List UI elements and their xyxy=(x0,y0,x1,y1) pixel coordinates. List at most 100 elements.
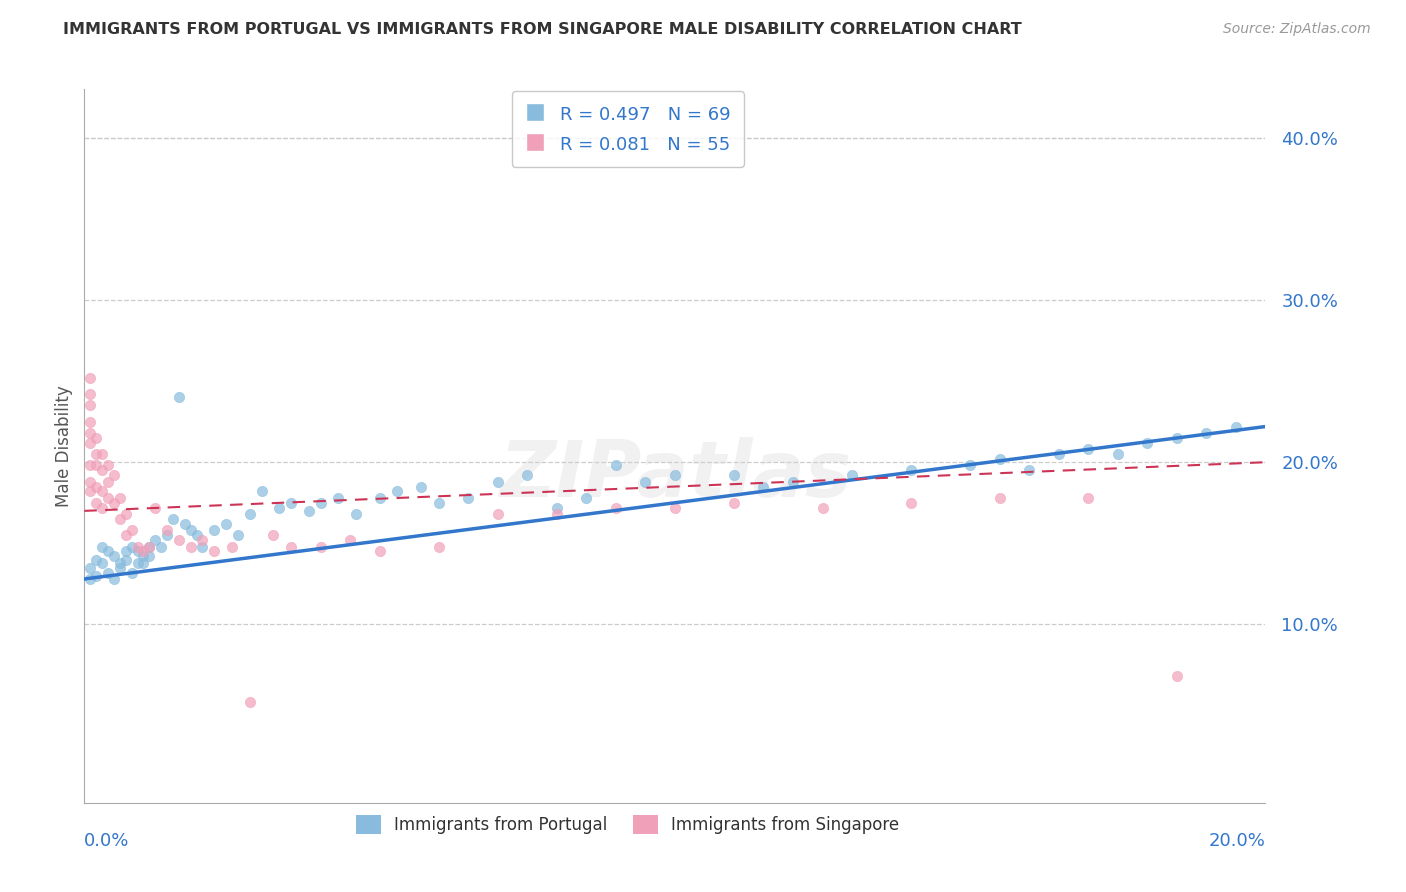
Point xyxy=(79,399,101,413)
Point xyxy=(79,415,101,429)
Point xyxy=(132,549,155,564)
Point xyxy=(103,572,125,586)
Point xyxy=(91,500,114,515)
Point xyxy=(575,491,598,505)
Point xyxy=(269,500,291,515)
Point xyxy=(97,458,120,473)
Point xyxy=(546,500,568,515)
Point xyxy=(186,528,208,542)
Point xyxy=(84,458,107,473)
Point xyxy=(121,566,143,580)
Point xyxy=(138,549,160,564)
Point xyxy=(79,560,101,574)
Point xyxy=(605,500,627,515)
Point xyxy=(634,475,657,489)
Point xyxy=(239,507,262,521)
Point xyxy=(138,540,160,554)
Point xyxy=(132,556,155,570)
Point xyxy=(1018,463,1040,477)
Point xyxy=(79,572,101,586)
Point xyxy=(103,468,125,483)
Point xyxy=(91,463,114,477)
Point xyxy=(1047,447,1070,461)
Point xyxy=(84,552,107,566)
Point xyxy=(114,552,136,566)
Point xyxy=(84,431,107,445)
Point xyxy=(84,447,107,461)
Point xyxy=(328,491,350,505)
Text: Source: ZipAtlas.com: Source: ZipAtlas.com xyxy=(1223,22,1371,37)
Point xyxy=(202,524,225,538)
Point xyxy=(309,540,332,554)
Point xyxy=(250,484,273,499)
Text: 20.0%: 20.0% xyxy=(1209,832,1265,850)
Point xyxy=(664,500,686,515)
Point xyxy=(752,479,775,493)
Point xyxy=(280,496,302,510)
Point xyxy=(280,540,302,554)
Point xyxy=(811,500,834,515)
Point xyxy=(84,496,107,510)
Point xyxy=(79,484,101,499)
Point xyxy=(215,516,238,531)
Point xyxy=(226,528,249,542)
Point xyxy=(79,435,101,450)
Point xyxy=(91,556,114,570)
Point xyxy=(127,544,149,558)
Point xyxy=(1077,442,1099,457)
Point xyxy=(103,496,125,510)
Point xyxy=(339,533,361,547)
Point xyxy=(97,475,120,489)
Point xyxy=(262,528,284,542)
Point xyxy=(516,468,538,483)
Point xyxy=(900,496,922,510)
Text: 0.0%: 0.0% xyxy=(84,832,129,850)
Text: ZIPatlas: ZIPatlas xyxy=(499,436,851,513)
Point xyxy=(108,512,131,526)
Point xyxy=(167,533,190,547)
Point xyxy=(156,524,179,538)
Point xyxy=(97,491,120,505)
Point xyxy=(1225,419,1247,434)
Point xyxy=(988,452,1011,467)
Point xyxy=(486,507,509,521)
Point xyxy=(723,468,745,483)
Point xyxy=(202,544,225,558)
Point xyxy=(605,458,627,473)
Point xyxy=(127,540,149,554)
Point xyxy=(79,425,101,440)
Point xyxy=(79,475,101,489)
Point xyxy=(79,387,101,401)
Point xyxy=(150,540,173,554)
Point xyxy=(132,544,155,558)
Point xyxy=(114,528,136,542)
Point xyxy=(387,484,409,499)
Point xyxy=(108,491,131,505)
Point xyxy=(1077,491,1099,505)
Point xyxy=(121,524,143,538)
Point xyxy=(782,475,804,489)
Point xyxy=(143,533,166,547)
Point xyxy=(103,549,125,564)
Point xyxy=(988,491,1011,505)
Point xyxy=(180,540,202,554)
Point xyxy=(900,463,922,477)
Point xyxy=(368,491,391,505)
Point xyxy=(91,447,114,461)
Point xyxy=(108,556,131,570)
Point xyxy=(162,512,184,526)
Point xyxy=(180,524,202,538)
Legend: Immigrants from Portugal, Immigrants from Singapore: Immigrants from Portugal, Immigrants fro… xyxy=(350,808,905,841)
Point xyxy=(427,496,450,510)
Point xyxy=(368,544,391,558)
Point xyxy=(173,516,195,531)
Point xyxy=(959,458,981,473)
Point xyxy=(127,556,149,570)
Point xyxy=(1195,425,1218,440)
Point xyxy=(84,479,107,493)
Point xyxy=(309,496,332,510)
Point xyxy=(546,507,568,521)
Point xyxy=(97,544,120,558)
Point xyxy=(108,560,131,574)
Point xyxy=(191,540,214,554)
